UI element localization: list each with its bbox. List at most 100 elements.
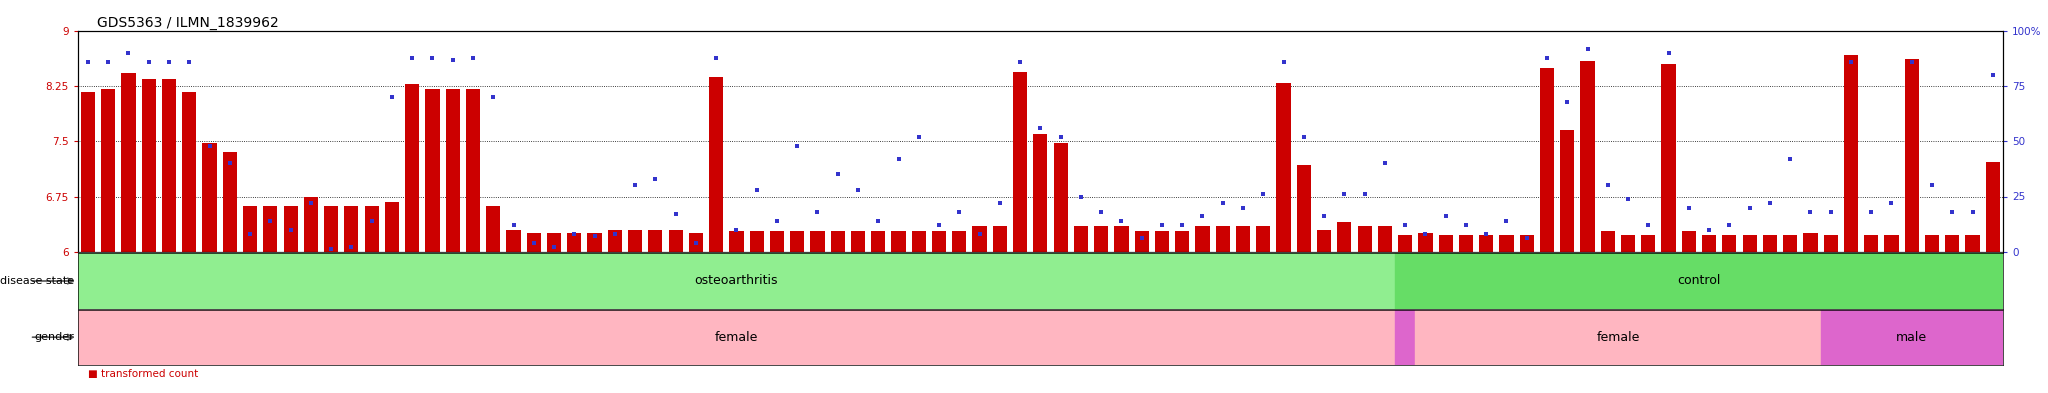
Bar <box>973 226 987 252</box>
Point <box>1612 196 1645 202</box>
Point <box>1430 213 1462 219</box>
Bar <box>1722 235 1737 252</box>
Point <box>700 55 733 61</box>
Point <box>1571 46 1604 52</box>
Point <box>1673 204 1706 211</box>
Point <box>1288 134 1321 140</box>
Point <box>1753 200 1786 206</box>
Bar <box>791 231 805 252</box>
Bar <box>1823 235 1837 252</box>
Bar <box>1034 134 1047 252</box>
Bar <box>244 206 258 252</box>
Bar <box>303 196 317 252</box>
Point <box>821 171 854 178</box>
Point <box>842 187 874 193</box>
Bar <box>406 84 420 252</box>
Point <box>862 218 895 224</box>
Text: female: female <box>715 331 758 344</box>
Point <box>1976 72 2009 79</box>
Bar <box>911 231 926 252</box>
Bar <box>1438 235 1452 252</box>
Point <box>1774 156 1806 162</box>
Bar <box>1395 310 1415 365</box>
Bar <box>1317 230 1331 252</box>
Point <box>336 244 369 250</box>
Bar <box>1217 226 1231 252</box>
Bar <box>1235 226 1249 252</box>
Bar <box>750 231 764 252</box>
Bar <box>1014 72 1028 252</box>
Point <box>1894 59 1927 65</box>
Bar <box>1804 233 1817 252</box>
Bar <box>1763 235 1778 252</box>
Bar <box>668 230 682 252</box>
Point <box>457 55 489 61</box>
Text: disease state: disease state <box>0 276 74 286</box>
Bar <box>567 233 582 252</box>
Point <box>983 200 1016 206</box>
Point <box>942 209 975 215</box>
Bar <box>1702 235 1716 252</box>
Bar <box>1094 226 1108 252</box>
Point <box>1309 213 1341 219</box>
Bar <box>993 226 1008 252</box>
Bar <box>729 231 743 252</box>
Bar <box>1358 226 1372 252</box>
Point <box>1935 209 1968 215</box>
Bar <box>1399 235 1413 252</box>
Bar <box>78 310 1395 365</box>
Bar <box>709 77 723 252</box>
Point <box>883 156 915 162</box>
Point <box>113 50 145 57</box>
Point <box>1956 209 1989 215</box>
Point <box>801 209 834 215</box>
Bar <box>770 231 784 252</box>
Bar <box>1296 165 1311 252</box>
Text: female: female <box>1595 331 1640 344</box>
Point <box>1591 182 1624 189</box>
Point <box>1124 235 1157 241</box>
Bar <box>932 231 946 252</box>
Bar <box>1276 83 1290 252</box>
Point <box>233 231 266 237</box>
Point <box>963 231 995 237</box>
Bar <box>465 89 479 252</box>
Point <box>133 59 166 65</box>
Point <box>354 218 387 224</box>
Point <box>1694 226 1726 233</box>
Point <box>1491 218 1524 224</box>
Bar <box>80 92 94 252</box>
Bar <box>141 79 156 252</box>
Bar <box>1520 235 1534 252</box>
Point <box>1145 222 1178 228</box>
Point <box>1632 222 1665 228</box>
Bar <box>78 253 1395 309</box>
Point <box>518 240 551 246</box>
Bar <box>1073 226 1087 252</box>
Point <box>213 160 246 167</box>
Point <box>539 244 571 250</box>
Point <box>721 226 754 233</box>
Point <box>1712 222 1745 228</box>
Bar <box>1602 231 1616 252</box>
Point <box>903 134 936 140</box>
Bar <box>1114 226 1128 252</box>
Bar <box>1561 130 1575 252</box>
Point <box>1004 59 1036 65</box>
Point <box>924 222 956 228</box>
Point <box>498 222 530 228</box>
Bar <box>1843 55 1858 252</box>
Bar <box>1821 310 2003 365</box>
Bar <box>344 206 358 252</box>
Bar <box>1135 231 1149 252</box>
Bar <box>506 230 520 252</box>
Bar <box>182 92 197 252</box>
Point <box>1530 55 1563 61</box>
Point <box>1855 209 1888 215</box>
Bar <box>1255 226 1270 252</box>
Point <box>72 59 104 65</box>
Point <box>760 218 793 224</box>
Point <box>295 200 328 206</box>
Bar <box>283 206 297 252</box>
Point <box>1165 222 1198 228</box>
